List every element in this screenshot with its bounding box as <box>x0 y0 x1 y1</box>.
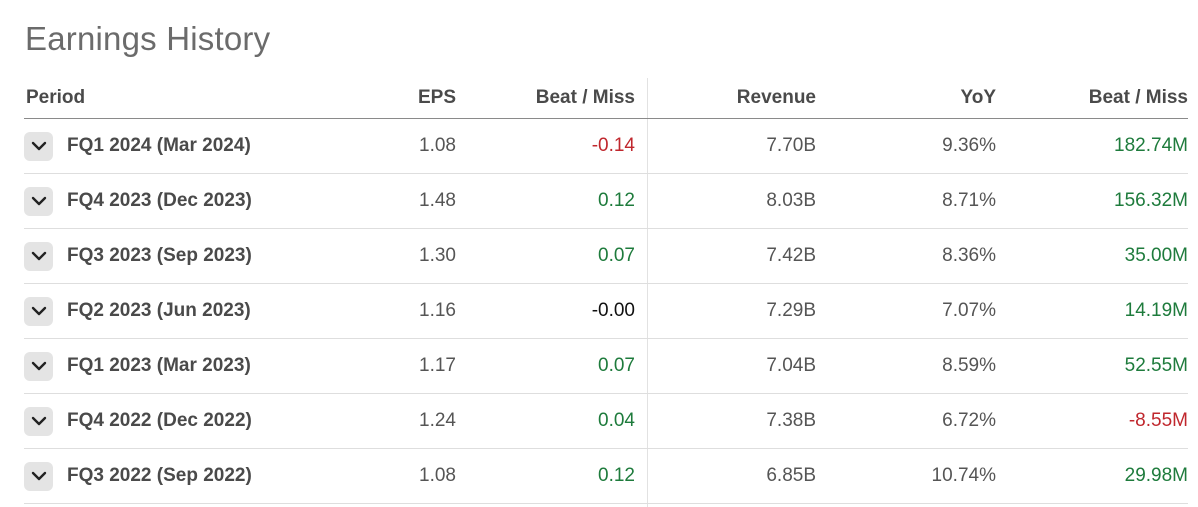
yoy-cell: 10.74% <box>931 465 996 486</box>
header-yoy: YoY <box>960 87 996 108</box>
revenue-cell: 7.38B <box>766 410 816 431</box>
eps-cell: 1.30 <box>419 245 456 266</box>
revenue-beat-miss-cell: 156.32M <box>1114 190 1188 211</box>
eps-beat-miss-cell: -0.14 <box>591 135 635 156</box>
eps-beat-miss-cell: 0.07 <box>598 355 635 376</box>
eps-beat-miss-cell: 0.12 <box>598 465 635 486</box>
period-cell: FQ1 2023 (Mar 2023) <box>24 339 324 393</box>
period-cell: FQ3 2023 (Sep 2023) <box>24 229 324 283</box>
revenue-cell: 8.03B <box>766 190 816 211</box>
revenue-cell: 7.70B <box>766 135 816 156</box>
expand-row-button[interactable] <box>24 461 53 491</box>
period-label: FQ3 2022 (Sep 2022) <box>67 465 252 486</box>
chevron-down-icon <box>31 361 46 371</box>
header-eps-beat-miss: Beat / Miss <box>535 87 635 108</box>
expand-row-button[interactable] <box>24 241 53 271</box>
expand-row-button[interactable] <box>24 131 53 161</box>
eps-cell: 1.16 <box>419 300 456 321</box>
period-label: FQ3 2023 (Sep 2023) <box>67 245 252 266</box>
earnings-table: Period EPS Beat / Miss Revenue YoY Beat … <box>24 78 1188 507</box>
period-cell: FQ3 2022 (Sep 2022) <box>24 449 324 503</box>
period-label: FQ4 2022 (Dec 2022) <box>67 410 252 431</box>
table-body: FQ1 2024 (Mar 2024) 1.08 -0.14 7.70B 9.36% 18… <box>24 119 1188 504</box>
period-cell: FQ4 2022 (Dec 2022) <box>24 394 324 448</box>
chevron-down-icon <box>31 306 46 316</box>
yoy-cell: 8.59% <box>942 355 996 376</box>
yoy-cell: 9.36% <box>942 135 996 156</box>
period-label: FQ4 2023 (Dec 2023) <box>67 190 252 211</box>
revenue-beat-miss-cell: 29.98M <box>1124 465 1188 486</box>
table-row: FQ4 2022 (Dec 2022) 1.24 0.04 7.38B 6.72% -8.… <box>24 394 1188 449</box>
eps-beat-miss-cell: -0.00 <box>591 300 635 321</box>
eps-cell: 1.17 <box>419 355 456 376</box>
chevron-down-icon <box>31 251 46 261</box>
revenue-beat-miss-cell: 14.19M <box>1124 300 1188 321</box>
column-divider <box>647 78 648 507</box>
revenue-beat-miss-cell: 182.74M <box>1114 135 1188 156</box>
expand-row-button[interactable] <box>24 406 53 436</box>
revenue-cell: 7.04B <box>766 355 816 376</box>
eps-beat-miss-cell: 0.12 <box>598 190 635 211</box>
yoy-cell: 8.71% <box>942 190 996 211</box>
revenue-beat-miss-cell: -8.55M <box>1128 410 1188 431</box>
period-cell: FQ1 2024 (Mar 2024) <box>24 119 324 173</box>
revenue-cell: 7.42B <box>766 245 816 266</box>
chevron-down-icon <box>31 416 46 426</box>
table-row: FQ1 2024 (Mar 2024) 1.08 -0.14 7.70B 9.36% 18… <box>24 119 1188 174</box>
header-revenue: Revenue <box>736 87 816 108</box>
expand-row-button[interactable] <box>24 351 53 381</box>
chevron-down-icon <box>31 196 46 206</box>
page-title: Earnings History <box>25 20 271 57</box>
header-period: Period <box>26 87 86 108</box>
eps-cell: 1.08 <box>419 135 456 156</box>
yoy-cell: 6.72% <box>942 410 996 431</box>
chevron-down-icon <box>31 141 46 151</box>
period-label: FQ1 2024 (Mar 2024) <box>67 135 251 156</box>
header-eps: EPS <box>417 87 456 108</box>
eps-beat-miss-cell: 0.04 <box>598 410 635 431</box>
period-cell: FQ2 2023 (Jun 2023) <box>24 284 324 338</box>
eps-cell: 1.48 <box>419 190 456 211</box>
table-row: FQ4 2023 (Dec 2023) 1.48 0.12 8.03B 8.71% 156… <box>24 174 1188 229</box>
revenue-beat-miss-cell: 35.00M <box>1124 245 1188 266</box>
revenue-cell: 7.29B <box>766 300 816 321</box>
table-row: FQ3 2022 (Sep 2022) 1.08 0.12 6.85B 10.74% 29… <box>24 449 1188 504</box>
table-row: FQ3 2023 (Sep 2023) 1.30 0.07 7.42B 8.36% 35.… <box>24 229 1188 284</box>
table-row: FQ2 2023 (Jun 2023) 1.16 -0.00 7.29B 7.07% 14… <box>24 284 1188 339</box>
eps-beat-miss-cell: 0.07 <box>598 245 635 266</box>
period-cell: FQ4 2023 (Dec 2023) <box>24 174 324 228</box>
table-row: FQ1 2023 (Mar 2023) 1.17 0.07 7.04B 8.59% 52.… <box>24 339 1188 394</box>
expand-row-button[interactable] <box>24 296 53 326</box>
eps-cell: 1.08 <box>419 465 456 486</box>
yoy-cell: 7.07% <box>942 300 996 321</box>
table-header-row: Period EPS Beat / Miss Revenue YoY Beat … <box>24 78 1188 119</box>
revenue-cell: 6.85B <box>766 465 816 486</box>
revenue-beat-miss-cell: 52.55M <box>1124 355 1188 376</box>
expand-row-button[interactable] <box>24 186 53 216</box>
yoy-cell: 8.36% <box>942 245 996 266</box>
period-label: FQ1 2023 (Mar 2023) <box>67 355 251 376</box>
period-label: FQ2 2023 (Jun 2023) <box>67 300 251 321</box>
chevron-down-icon <box>31 471 46 481</box>
eps-cell: 1.24 <box>419 410 456 431</box>
header-revenue-beat-miss: Beat / Miss <box>1088 87 1188 108</box>
